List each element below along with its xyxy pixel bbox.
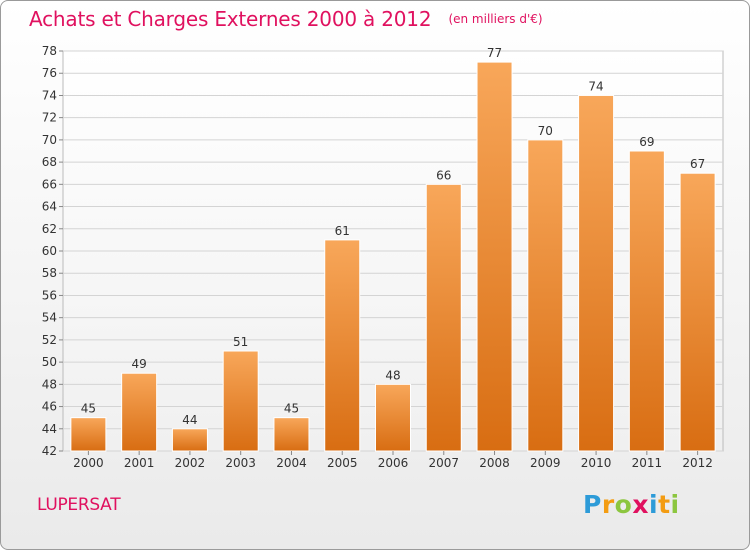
x-tick-label: 2003 — [225, 456, 256, 470]
logo-letter: t — [658, 490, 671, 519]
bar — [425, 183, 462, 452]
x-tick-label: 2005 — [327, 456, 358, 470]
data-label: 66 — [436, 168, 451, 182]
data-label: 51 — [233, 335, 248, 349]
y-tick-label: 60 — [42, 244, 57, 258]
y-tick-label: 72 — [42, 111, 57, 125]
y-tick-label: 44 — [42, 422, 57, 436]
y-tick-label: 54 — [42, 311, 57, 325]
x-tick-label: 2004 — [276, 456, 307, 470]
x-tick-label: 2000 — [73, 456, 104, 470]
x-tick-label: 2012 — [682, 456, 713, 470]
y-tick-label: 76 — [42, 66, 57, 80]
title-block: Achats et Charges Externes 2000 à 2012 (… — [29, 7, 543, 31]
data-label: 45 — [284, 402, 299, 416]
chart-title: Achats et Charges Externes 2000 à 2012 — [29, 7, 432, 31]
bar — [273, 417, 310, 452]
x-tick-label: 2008 — [479, 456, 510, 470]
x-tick-label: 2007 — [428, 456, 459, 470]
proxiti-logo: Proxiti — [583, 490, 680, 519]
bar — [375, 383, 411, 452]
x-tick-label: 2011 — [632, 456, 663, 470]
y-tick-label: 52 — [42, 333, 57, 347]
y-tick-label: 48 — [42, 377, 57, 391]
y-tick-label: 64 — [42, 200, 57, 214]
y-tick-label: 68 — [42, 155, 57, 169]
x-tick-label: 2006 — [378, 456, 409, 470]
logo-letter: r — [601, 490, 615, 519]
y-tick-label: 78 — [42, 44, 57, 58]
data-label: 69 — [639, 135, 654, 149]
x-tick-label: 2010 — [581, 456, 612, 470]
logo-letter: i — [670, 490, 680, 519]
logo-letter: P — [583, 490, 602, 519]
logo-letter: x — [632, 490, 649, 519]
data-label: 67 — [690, 157, 705, 171]
data-label: 74 — [588, 79, 603, 93]
data-label: 45 — [81, 402, 96, 416]
bar — [222, 350, 259, 452]
data-label: 48 — [385, 368, 400, 382]
data-label: 44 — [182, 413, 197, 427]
bar — [527, 139, 564, 452]
logo-letter: i — [649, 490, 659, 519]
x-tick-label: 2001 — [124, 456, 155, 470]
data-label: 70 — [538, 124, 553, 138]
y-tick-label: 70 — [42, 133, 57, 147]
logo-letter: o — [614, 490, 633, 519]
bar — [324, 239, 361, 452]
data-label: 49 — [132, 357, 147, 371]
bar — [476, 61, 513, 452]
y-tick-label: 46 — [42, 400, 57, 414]
bar — [679, 172, 716, 452]
x-tick-label: 2009 — [530, 456, 561, 470]
x-tick-label: 2002 — [175, 456, 206, 470]
bar — [70, 417, 107, 452]
data-label: 77 — [487, 46, 502, 60]
y-tick-label: 50 — [42, 355, 57, 369]
bar — [121, 372, 158, 452]
unit-note: (en milliers d'€) — [448, 12, 543, 26]
y-tick-label: 56 — [42, 288, 57, 302]
commune-name: LUPERSAT — [37, 495, 121, 515]
y-tick-label: 42 — [42, 444, 57, 458]
bar — [578, 94, 615, 452]
bar — [171, 428, 208, 452]
bar — [628, 150, 665, 452]
data-label: 61 — [335, 224, 350, 238]
y-tick-label: 58 — [42, 266, 57, 280]
y-tick-label: 74 — [42, 88, 57, 102]
y-tick-label: 62 — [42, 222, 57, 236]
y-tick-label: 66 — [42, 177, 57, 191]
